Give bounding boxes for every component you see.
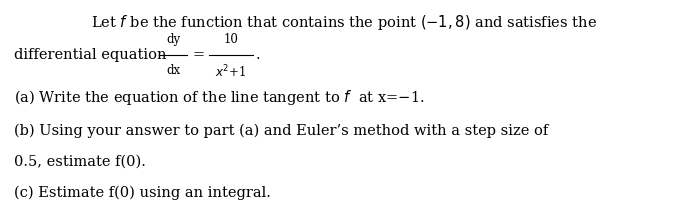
Text: differential equation: differential equation (14, 48, 171, 62)
Text: 0.5, estimate f(0).: 0.5, estimate f(0). (14, 155, 146, 169)
Text: dx: dx (166, 64, 180, 77)
Text: =: = (193, 48, 205, 62)
Text: (a) Write the equation of the line tangent to $f$  at x=−1.: (a) Write the equation of the line tange… (14, 88, 424, 107)
Text: .: . (256, 48, 261, 62)
Text: (b) Using your answer to part (a) and Euler’s method with a step size of: (b) Using your answer to part (a) and Eu… (14, 124, 548, 138)
Text: Let $f$ be the function that contains the point $(-1,8)$ and satisfies the: Let $f$ be the function that contains th… (91, 13, 597, 32)
Text: (c) Estimate f(0) using an integral.: (c) Estimate f(0) using an integral. (14, 186, 271, 200)
Text: 10: 10 (224, 33, 239, 46)
Text: dy: dy (166, 33, 180, 46)
Text: $x^2$+1: $x^2$+1 (215, 64, 246, 81)
